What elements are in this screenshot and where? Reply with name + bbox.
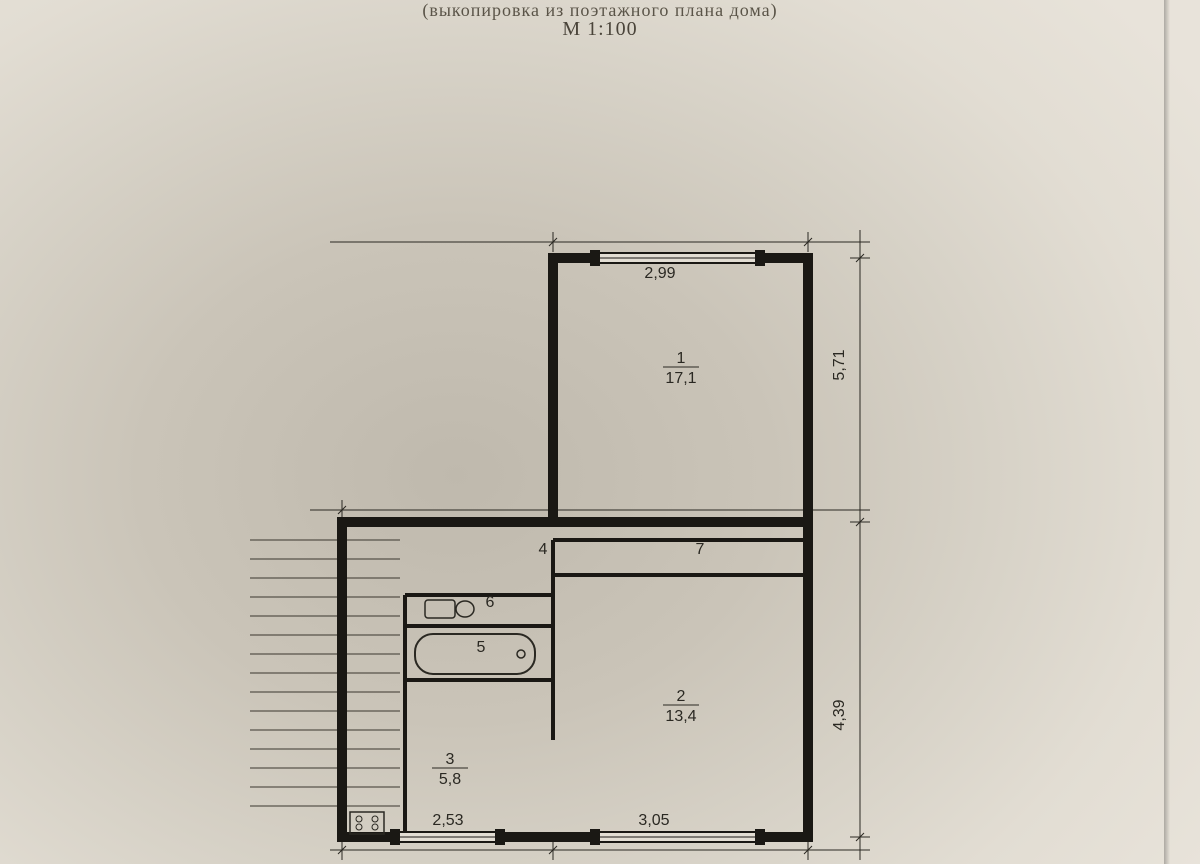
room-area: 17,1 bbox=[665, 370, 696, 387]
stair-hatch bbox=[250, 540, 400, 806]
room-id: 4 bbox=[539, 541, 548, 558]
dimension-text: 2,53 bbox=[432, 812, 463, 829]
room-id: 5 bbox=[477, 639, 486, 656]
room-id: 1 bbox=[677, 350, 686, 367]
room-id: 3 bbox=[446, 751, 455, 768]
dimension-texts: 2,99 5,71 4,39 3,05 2,53 bbox=[432, 265, 848, 829]
room-id: 7 bbox=[696, 541, 705, 558]
room-area: 5,8 bbox=[439, 771, 461, 788]
room-id: 2 bbox=[677, 688, 686, 705]
floorplan-svg: 1 17,1 2 13,4 3 5,8 4 5 6 7 2,99 5,71 4,39 3,05 2,53 bbox=[0, 0, 1200, 864]
room-area: 13,4 bbox=[665, 708, 696, 725]
room-id: 6 bbox=[486, 594, 495, 611]
toilet-icon bbox=[425, 600, 455, 618]
walls-inner bbox=[405, 540, 808, 837]
walls-outer bbox=[342, 258, 808, 837]
page: (выкопировка из поэтажного плана дома) М… bbox=[0, 0, 1200, 864]
stove-icon bbox=[350, 812, 384, 834]
dimension-text: 3,05 bbox=[638, 812, 669, 829]
dimension-text: 4,39 bbox=[831, 699, 848, 730]
dimension-lines bbox=[310, 230, 870, 860]
room-labels: 1 17,1 2 13,4 3 5,8 4 5 6 7 bbox=[432, 350, 705, 788]
dimension-text: 5,71 bbox=[831, 349, 848, 380]
dimension-text: 2,99 bbox=[644, 265, 675, 282]
